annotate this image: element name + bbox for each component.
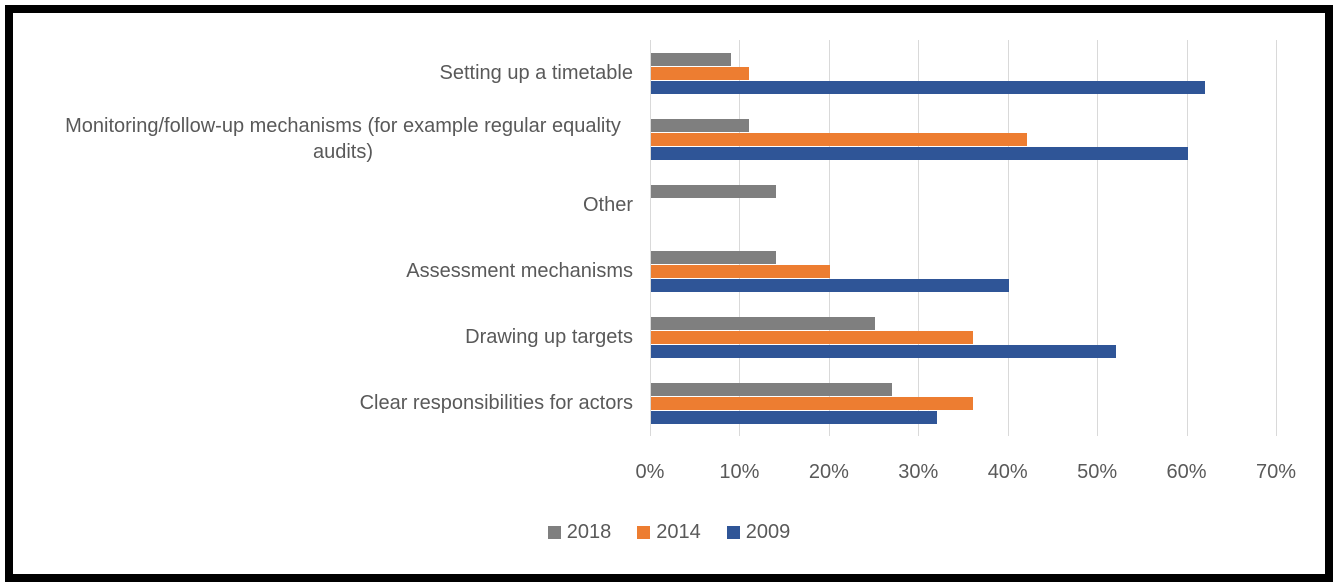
- bar: [651, 66, 750, 80]
- bar: [651, 330, 973, 344]
- category-label: Drawing up targets: [20, 304, 633, 370]
- x-tick-label: 40%: [987, 461, 1028, 483]
- bar: [651, 278, 1009, 292]
- legend-item: 2014: [637, 521, 701, 544]
- legend-label: 2018: [566, 521, 612, 543]
- bar: [651, 344, 1117, 358]
- bar: [651, 396, 973, 410]
- legend-swatch: [726, 526, 740, 539]
- x-tick-label: 60%: [1166, 461, 1207, 483]
- bar: [651, 80, 1206, 94]
- legend-item: 2018: [547, 521, 612, 544]
- gridline: [1007, 40, 1009, 436]
- bar: [651, 382, 893, 396]
- bar: [651, 410, 938, 424]
- gridline: [1186, 40, 1188, 436]
- bar: [651, 146, 1188, 160]
- legend-swatch: [547, 526, 561, 539]
- category-label-text: Setting up a timetable: [439, 61, 633, 84]
- x-tick-label: 10%: [719, 461, 760, 483]
- category-label-text: Other: [582, 193, 633, 216]
- bar: [651, 132, 1027, 146]
- legend-label: 2014: [656, 521, 701, 543]
- category-label: Monitoring/follow-up mechanisms (for exa…: [20, 106, 633, 172]
- category-label-text: Assessment mechanisms: [406, 259, 633, 282]
- gridline: [650, 40, 651, 436]
- bar: [651, 316, 875, 330]
- bar: [651, 264, 830, 278]
- category-label: Other: [20, 172, 633, 238]
- x-tick-label: 20%: [808, 461, 849, 483]
- legend-item: 2009: [726, 521, 791, 544]
- bar: [651, 250, 777, 264]
- category-label: Setting up a timetable: [20, 40, 633, 106]
- category-label-text: Clear responsibilities for actors: [359, 391, 633, 414]
- gridline: [828, 40, 830, 436]
- x-tick-label: 50%: [1077, 461, 1118, 483]
- bar: [651, 184, 777, 198]
- bar: [651, 52, 732, 66]
- bar: [651, 118, 750, 132]
- x-tick-label: 30%: [898, 461, 939, 483]
- category-label: Clear responsibilities for actors: [20, 370, 633, 436]
- gridline: [1097, 40, 1099, 436]
- gridline: [1276, 40, 1277, 436]
- legend-label: 2009: [745, 521, 791, 543]
- legend-swatch: [637, 526, 651, 539]
- legend: 2018 2014 2009: [0, 521, 1338, 544]
- category-label: Assessment mechanisms: [20, 238, 633, 304]
- gridline: [918, 40, 920, 436]
- gridline: [739, 40, 741, 436]
- category-label-text: Drawing up targets: [465, 325, 633, 348]
- x-tick-label: 0%: [635, 461, 665, 483]
- category-label-text: Monitoring/follow-up mechanisms (for exa…: [65, 114, 621, 163]
- x-tick-label: 70%: [1255, 461, 1297, 483]
